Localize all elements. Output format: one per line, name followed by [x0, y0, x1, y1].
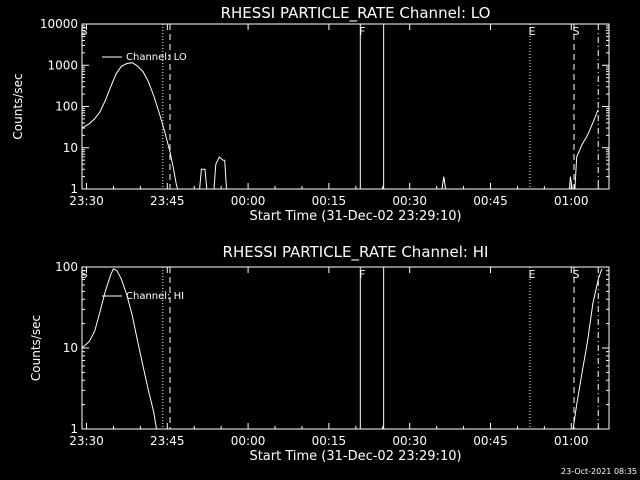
chart-2-y-tick-label: 100	[55, 260, 78, 274]
chart-1-x-tick-label: 00:15	[312, 194, 347, 208]
chart-2-series-line-segment	[572, 268, 603, 430]
chart-1-x-tick-label: 23:45	[150, 194, 185, 208]
chart-2-y-tick-label: 10	[63, 341, 78, 355]
chart-1-series-line-segment	[441, 176, 447, 190]
chart-1-legend-label: Channel: LO	[126, 52, 187, 63]
chart-2-y-axis-label: Counts/sec	[29, 315, 43, 381]
chart-2-event-marker-label: E	[529, 268, 536, 281]
chart-1-event-marker-label: F	[359, 25, 365, 38]
chart-2-x-tick-label: 00:00	[231, 434, 266, 448]
chart-2-y-tick-label: 1	[70, 422, 78, 436]
chart-2-title: RHESSI PARTICLE_RATE Channel: HI	[223, 243, 489, 262]
chart-1-y-tick-label: 100	[55, 100, 78, 114]
chart-2-x-tick-label: 00:15	[312, 434, 347, 448]
chart-1-series-line-segment	[574, 109, 599, 190]
chart-1-series-line-segment	[213, 156, 227, 190]
chart-2-x-axis-label: Start Time (31-Dec-02 23:29:10)	[249, 449, 461, 464]
chart-1-x-tick-label: 00:30	[392, 194, 427, 208]
chart-2-event-marker-label: F	[359, 268, 365, 281]
chart-1-event-marker-label: E	[529, 25, 536, 38]
chart-1-series-line-segment	[199, 168, 208, 190]
chart-1-series-line-segment	[81, 62, 179, 190]
chart-2-x-tick-label: 00:30	[392, 434, 427, 448]
chart-1-y-tick-label: 10	[63, 141, 78, 155]
chart-1-x-tick-label: 01:00	[554, 194, 589, 208]
chart-1-y-axis-label: Counts/sec	[11, 73, 25, 139]
chart-2-x-tick-label: 00:45	[473, 434, 508, 448]
chart-1-series-line-segment	[569, 176, 573, 190]
chart-2: RHESSI PARTICLE_RATE Channel: HI 23:30 23:…	[29, 243, 610, 464]
chart-2-x-tick-label: 01:00	[554, 434, 589, 448]
chart-2-x-tick-label: 23:30	[69, 434, 104, 448]
chart-1-y-tick-label: 10000	[40, 17, 78, 31]
chart-1-x-axis-label: Start Time (31-Dec-02 23:29:10)	[249, 209, 461, 224]
chart-2-event-marker-label: S	[572, 268, 579, 281]
chart-2-event-marker-label: S	[81, 268, 88, 281]
chart-1-x-tick-label: 00:45	[473, 194, 508, 208]
chart-1-event-marker-label: S	[81, 25, 88, 38]
chart-1-title: RHESSI PARTICLE_RATE Channel: LO	[221, 4, 491, 23]
chart-2-legend-label: Channel: HI	[126, 291, 184, 302]
chart-2-series-line-segment	[81, 268, 157, 430]
chart-1-event-marker-label: S	[572, 25, 579, 38]
chart-1-x-tick-label: 00:00	[231, 194, 266, 208]
chart-1: RHESSI PARTICLE_RATE Channel: LO 23:30 23:…	[11, 4, 610, 224]
chart-2-x-tick-label: 23:45	[150, 434, 185, 448]
chart-1-x-tick-label: 23:30	[69, 194, 104, 208]
chart-1-y-tick-label: 1	[70, 182, 78, 196]
footer-timestamp: 23-Oct-2021 08:35	[561, 467, 637, 476]
chart-1-y-tick-label: 1000	[47, 58, 78, 72]
